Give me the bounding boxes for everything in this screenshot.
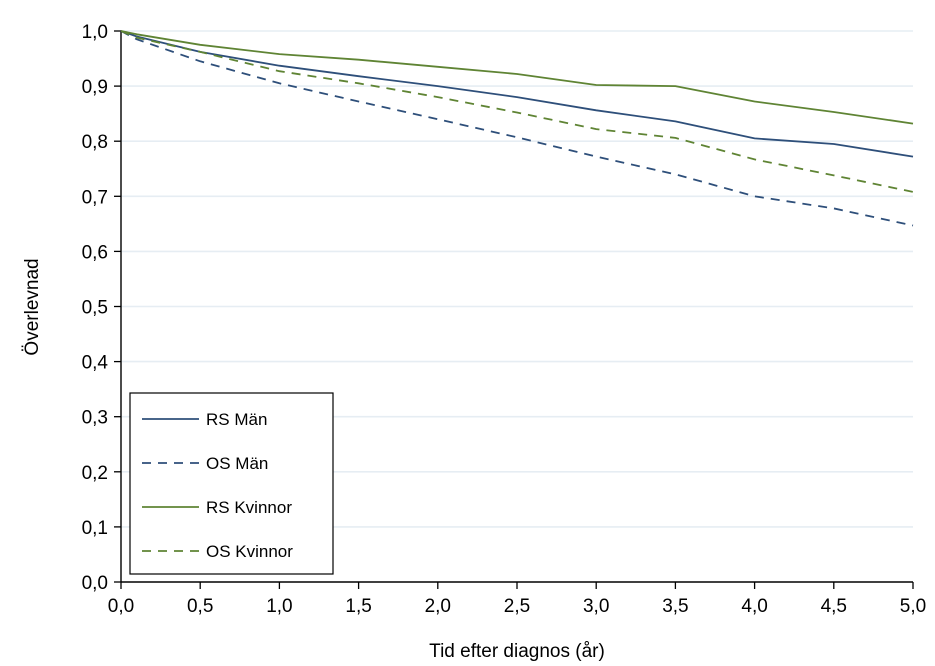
series-line (120, 30, 914, 193)
x-tick-label: 2,5 (504, 596, 530, 617)
ticks: 0,0 0,1 0,2 0,3 0,4 0,5 0,6 0,7 0,8 0,9 1,0 0,0 0,5 1… (82, 22, 927, 617)
legend-item-label: RS Kvinnor (206, 498, 292, 517)
x-tick-label: 4,0 (741, 596, 767, 617)
y-tick-label: 0,7 (82, 187, 108, 208)
y-tick-label: 0,0 (82, 573, 108, 594)
y-tick-label: 0,3 (82, 408, 108, 429)
x-tick-label: 1,5 (345, 596, 371, 617)
y-axis-title: Överlevnad (22, 258, 43, 355)
y-tick-label: 0,9 (82, 77, 108, 98)
legend-item-label: OS Kvinnor (206, 542, 293, 561)
x-tick-label: 4,5 (821, 596, 847, 617)
y-tick-label: 0,5 (82, 298, 108, 319)
series-line (120, 30, 914, 227)
y-tick-label: 0,2 (82, 463, 108, 484)
x-tick-label: 1,0 (266, 596, 292, 617)
y-tick-label: 1,0 (82, 22, 108, 43)
y-tick-label: 0,4 (82, 353, 109, 374)
x-axis-title: Tid efter diagnos (år) (429, 641, 605, 662)
x-tick-label: 2,0 (425, 596, 451, 617)
x-tick-label: 0,5 (187, 596, 213, 617)
legend-box (129, 392, 334, 575)
series-lines (120, 30, 914, 227)
y-tick-label: 0,1 (82, 518, 108, 539)
legend-item-label: RS Män (206, 410, 267, 429)
y-tick-label: 0,6 (82, 242, 108, 263)
x-tick-label: 3,0 (583, 596, 609, 617)
legend-item-label: OS Män (206, 454, 268, 473)
x-tick-label: 0,0 (108, 596, 134, 617)
y-tick-label: 0,8 (82, 132, 108, 153)
x-tick-label: 5,0 (900, 596, 926, 617)
series-line (120, 30, 914, 125)
legend: RS Män OS Män RS Kvinnor OS Kvinnor (129, 392, 334, 575)
x-tick-label: 3,5 (662, 596, 688, 617)
